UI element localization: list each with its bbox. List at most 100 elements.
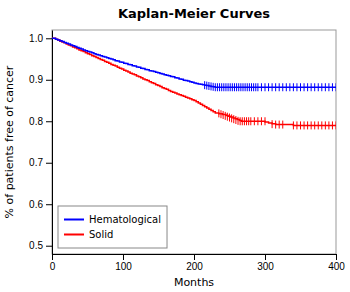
tick: 0.5 [29, 240, 52, 251]
censor-mark [265, 83, 266, 91]
censor-mark [275, 83, 276, 91]
censor-mark [242, 83, 243, 91]
tick: 100 [115, 254, 132, 272]
censor-mark [250, 117, 251, 125]
survival-curve [52, 38, 336, 87]
legend-swatch [64, 219, 84, 221]
tick-label: 0.9 [29, 74, 43, 85]
tick-mark [123, 254, 124, 260]
tick: 400 [328, 254, 345, 272]
tick-mark [46, 121, 52, 122]
censor-mark [251, 83, 252, 91]
tick-label: 0.8 [29, 116, 43, 127]
survival-curve [52, 38, 336, 125]
y-axis: 0.5 0.6 0.7 0.8 0.9 1.0 [29, 31, 52, 255]
censor-mark [261, 83, 262, 91]
censor-mark [240, 83, 241, 91]
tick-mark [336, 254, 337, 260]
tick-mark [265, 254, 266, 260]
censor-mark [245, 83, 246, 91]
censor-mark [238, 83, 239, 91]
x-axis: 0100200300400 [50, 254, 346, 272]
censor-mark [257, 117, 258, 125]
censor-mark [261, 117, 262, 125]
censor-mark [225, 83, 226, 91]
censor-mark [314, 83, 315, 91]
tick: 200 [186, 254, 203, 272]
tick: 0.7 [29, 157, 52, 168]
censor-mark [257, 83, 258, 91]
censor-mark [296, 121, 297, 129]
tick-mark [46, 246, 52, 247]
legend: HematologicalSolid [58, 206, 167, 248]
censor-mark [223, 111, 224, 119]
censor-mark [215, 83, 216, 91]
censor-mark [268, 83, 269, 91]
censor-mark [233, 115, 234, 123]
tick: 300 [257, 254, 274, 272]
legend-swatch [64, 234, 84, 236]
tick-label: 400 [328, 261, 345, 272]
censor-marks [219, 109, 336, 129]
censor-mark [272, 83, 273, 91]
tick-mark [46, 163, 52, 164]
censor-mark [225, 112, 226, 120]
censor-mark [318, 121, 319, 129]
censor-mark [219, 83, 220, 91]
censor-mark [296, 83, 297, 91]
tick-mark [46, 80, 52, 81]
censor-mark [232, 83, 233, 91]
censor-mark [304, 121, 305, 129]
censor-mark [286, 83, 287, 91]
censor-mark [238, 117, 239, 125]
censor-mark [279, 83, 280, 91]
censor-mark [272, 120, 273, 128]
tick-label: 100 [115, 261, 132, 272]
censor-mark [325, 121, 326, 129]
censor-mark [228, 83, 229, 91]
censor-mark [240, 117, 241, 125]
tick-mark [194, 254, 195, 260]
y-axis-title: % of patients free of cancer [3, 65, 16, 218]
censor-mark [293, 121, 294, 129]
censor-mark [255, 83, 256, 91]
censor-mark [279, 121, 280, 129]
censor-mark [336, 121, 337, 129]
censor-mark [235, 116, 236, 124]
censor-mark [208, 82, 209, 90]
tick-label: 0.5 [29, 240, 43, 251]
censor-mark [311, 121, 312, 129]
censor-marks [205, 81, 336, 91]
tick-mark [52, 254, 53, 260]
tick: 0.6 [29, 199, 52, 210]
tick-label: 200 [186, 261, 203, 272]
censor-mark [289, 83, 290, 91]
legend-box [58, 206, 167, 248]
censor-mark [318, 83, 319, 91]
censor-mark [227, 113, 228, 121]
censor-mark [206, 82, 207, 90]
censor-mark [332, 83, 333, 91]
legend-item: Hematological [64, 214, 161, 225]
censor-mark [304, 83, 305, 91]
censor-mark [332, 121, 333, 129]
censor-mark [213, 83, 214, 91]
censor-mark [244, 117, 245, 125]
censor-mark [254, 117, 255, 125]
censor-mark [236, 83, 237, 91]
censor-mark [230, 83, 231, 91]
plot-frame [52, 30, 336, 254]
tick: 0.9 [29, 74, 52, 85]
censor-mark [217, 83, 218, 91]
censor-mark [220, 110, 221, 118]
marks [52, 38, 336, 129]
censor-mark [307, 83, 308, 91]
censor-mark [300, 83, 301, 91]
censor-mark [293, 83, 294, 91]
censor-mark [229, 114, 230, 122]
censor-mark [231, 114, 232, 122]
tick-mark [46, 38, 52, 39]
censor-mark [314, 121, 315, 129]
censor-mark [247, 83, 248, 91]
tick: 1.0 [29, 33, 52, 44]
